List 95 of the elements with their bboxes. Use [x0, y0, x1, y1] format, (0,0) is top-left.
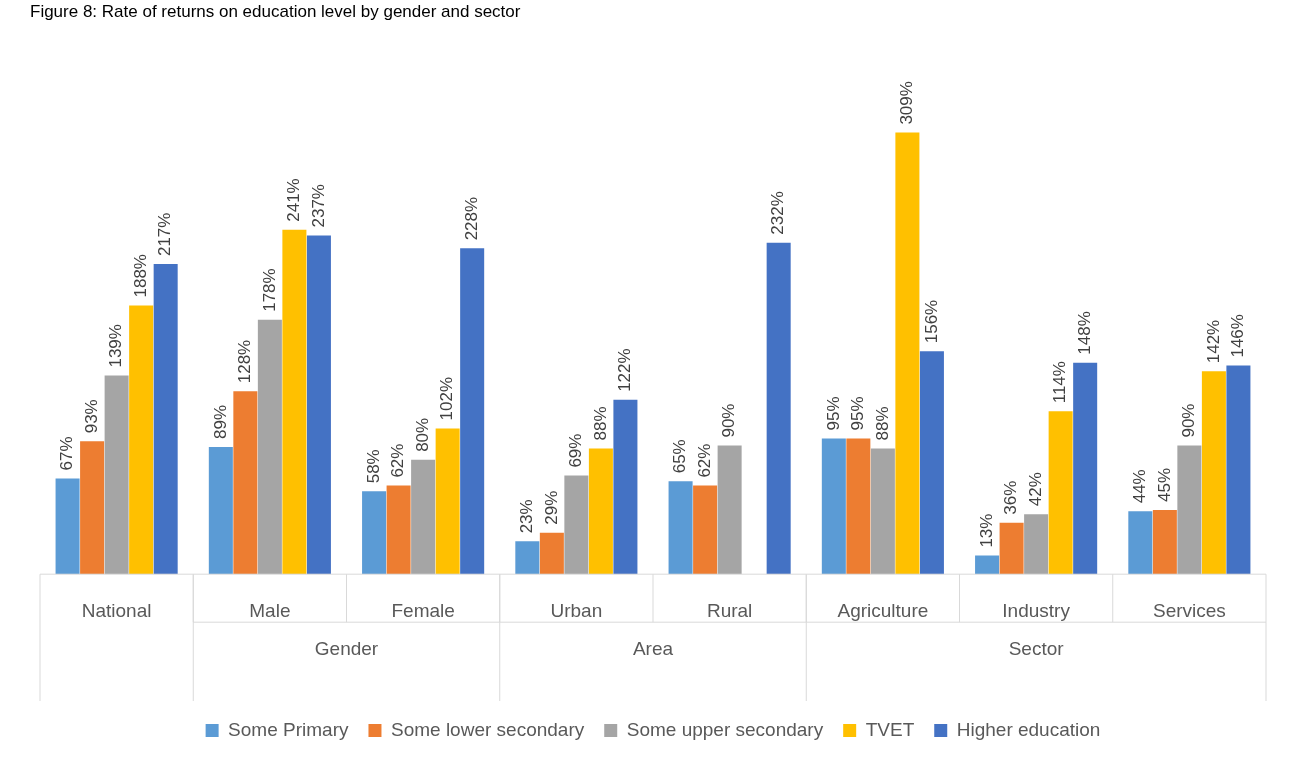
- x-tick-label: Rural: [706, 599, 753, 621]
- data-label: 69%: [566, 433, 586, 468]
- bar: [515, 541, 540, 575]
- bar: [1073, 362, 1098, 575]
- bar: [1152, 509, 1177, 575]
- x-tick-label: National: [81, 599, 152, 621]
- data-label: 44%: [1130, 469, 1150, 504]
- text: Gender: [314, 638, 379, 660]
- data-label: 102%: [437, 376, 457, 421]
- bar: [846, 438, 871, 575]
- bar: [1226, 365, 1251, 575]
- data-label: 309%: [897, 81, 917, 125]
- data-label: 90%: [1179, 403, 1199, 438]
- data-label: 29%: [541, 490, 561, 525]
- data-label: 23%: [517, 499, 537, 534]
- bar: [919, 351, 944, 575]
- bar: [362, 491, 387, 575]
- data-label: 89%: [210, 404, 230, 440]
- bar: [766, 242, 791, 575]
- bar: [55, 478, 80, 575]
- data-label: 217%: [155, 212, 175, 257]
- bar: [668, 481, 693, 575]
- chart-title: Figure 8: Rate of returns on education level by gender and sector: [29, 1, 522, 23]
- bar: [821, 438, 846, 575]
- data-label: 128%: [235, 339, 255, 384]
- data-label: 228%: [461, 196, 481, 241]
- data-label: 95%: [848, 396, 868, 431]
- bar: [870, 448, 895, 575]
- data-label: 80%: [412, 417, 432, 452]
- legend-label: Some Primary: [228, 718, 349, 740]
- bar: [411, 459, 436, 575]
- data-label: 156%: [921, 299, 941, 344]
- bar: [233, 391, 258, 575]
- bar: [975, 555, 1000, 575]
- data-label: 65%: [670, 439, 690, 474]
- data-label: 90%: [719, 403, 739, 438]
- x-tick-label: Agriculture: [837, 599, 929, 621]
- data-label: 139%: [106, 324, 126, 368]
- data-label: 122%: [615, 348, 635, 392]
- data-label: 232%: [768, 191, 788, 235]
- data-label: 114%: [1050, 361, 1070, 404]
- legend-label: Some upper secondary: [626, 718, 824, 740]
- bar: [80, 441, 105, 575]
- bar: [999, 522, 1024, 575]
- data-label: 42%: [1025, 472, 1045, 507]
- data-label: 36%: [1001, 480, 1021, 515]
- bar: [1024, 514, 1049, 575]
- data-label: 67%: [57, 436, 77, 471]
- bar: [460, 248, 485, 575]
- data-label: 241%: [284, 178, 304, 222]
- x-tick-label: Urban: [550, 599, 603, 621]
- bar: [104, 375, 129, 575]
- data-label: 146%: [1228, 314, 1248, 358]
- bar: [386, 485, 411, 575]
- data-label: 148%: [1074, 311, 1094, 355]
- bar: [306, 235, 331, 575]
- bar: [1128, 511, 1153, 575]
- data-label: 13%: [976, 513, 996, 548]
- bar: [717, 445, 742, 575]
- bar: [693, 485, 718, 575]
- bar: [1177, 445, 1202, 575]
- data-label: 88%: [590, 406, 610, 441]
- data-label: 62%: [388, 443, 408, 478]
- legend-label: Some lower secondary: [390, 718, 585, 740]
- bar: [1048, 411, 1073, 575]
- data-label: 58%: [363, 449, 383, 484]
- data-label: 95%: [823, 396, 843, 431]
- data-label: 62%: [694, 443, 714, 478]
- x-tick-label: Services: [1152, 599, 1226, 621]
- bar: [539, 532, 564, 575]
- legend-label: Higher education: [956, 718, 1101, 740]
- x-tick-label: Female: [391, 599, 455, 621]
- data-label: 45%: [1154, 467, 1174, 502]
- bar: [257, 319, 282, 575]
- data-label: 93%: [81, 399, 101, 434]
- text: Sector: [1008, 638, 1065, 660]
- bar: [564, 475, 589, 575]
- data-label: 188%: [130, 254, 150, 298]
- bar: [129, 305, 154, 575]
- x-tick-label: Male: [249, 599, 291, 621]
- bar: [895, 132, 920, 575]
- bar: [435, 428, 460, 575]
- data-label: 142%: [1203, 319, 1223, 364]
- x-tick-label: Industry: [1002, 599, 1071, 621]
- bar: [208, 447, 233, 575]
- data-label: 88%: [872, 406, 892, 441]
- bar: [1201, 371, 1226, 575]
- legend-label: TVET: [865, 718, 915, 740]
- data-label: 237%: [308, 184, 328, 228]
- bar: [588, 448, 613, 575]
- bar: [153, 264, 178, 575]
- text: Area: [632, 638, 674, 660]
- data-label: 178%: [259, 268, 279, 312]
- bar: [613, 399, 638, 575]
- bar: [282, 229, 307, 575]
